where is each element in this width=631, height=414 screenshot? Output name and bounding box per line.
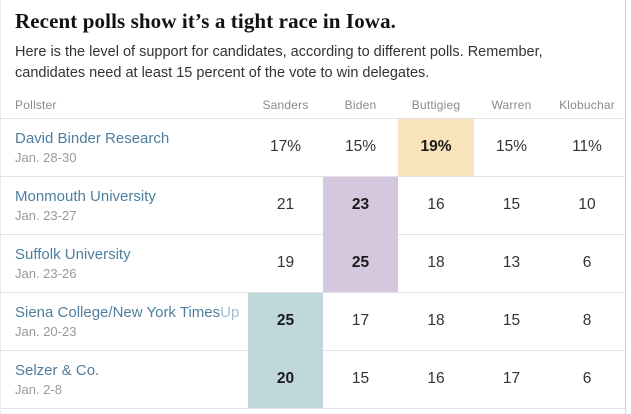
table-row-suffolk: Suffolk University Jan. 23-26 19 25 18 1…: [1, 233, 625, 292]
poll-value-sanders-leader: 25: [248, 291, 323, 350]
card-right-border: [625, 0, 626, 414]
poll-value-buttigieg: 16: [398, 349, 474, 408]
pollster-name: Suffolk University: [15, 245, 247, 264]
column-header-buttigieg: Buttigieg: [398, 92, 474, 119]
poll-value-warren: 15%: [474, 117, 549, 176]
pollster-cell: Selzer & Co. Jan. 2-8: [1, 349, 248, 408]
poll-value-buttigieg: 18: [398, 233, 474, 292]
poll-value-klobuchar: 10: [549, 175, 625, 234]
poll-date: Jan. 23-27: [15, 207, 77, 223]
chart-subtitle: Here is the level of support for candida…: [15, 42, 617, 84]
poll-value-sanders: 17%: [248, 117, 323, 176]
poll-date: Jan. 2-8: [15, 381, 62, 397]
pollster-name: David Binder Research: [15, 129, 247, 148]
poll-value-biden: 15%: [323, 117, 398, 176]
poll-value-buttigieg-leader: 19%: [398, 117, 474, 176]
poll-date: Jan. 20-23: [15, 323, 77, 339]
pollster-name-truncated: Up: [220, 303, 240, 321]
column-header-pollster: Pollster: [1, 92, 248, 119]
poll-value-biden-leader: 23: [323, 175, 398, 234]
poll-value-biden: 15: [323, 349, 398, 408]
poll-value-warren: 15: [474, 291, 549, 350]
poll-value-klobuchar: 11%: [549, 117, 625, 176]
pollster-name: Siena College/New York TimesUp: [15, 303, 247, 322]
poll-date: Jan. 28-30: [15, 149, 77, 165]
pollster-cell: Siena College/New York TimesUp Jan. 20-2…: [1, 291, 248, 350]
poll-value-warren: 15: [474, 175, 549, 234]
poll-value-biden-leader: 25: [323, 233, 398, 292]
poll-value-buttigieg: 18: [398, 291, 474, 350]
pollster-cell: Monmouth University Jan. 23-27: [1, 175, 248, 234]
column-header-biden: Biden: [323, 92, 398, 119]
poll-value-klobuchar: 6: [549, 233, 625, 292]
poll-value-warren: 17: [474, 349, 549, 408]
poll-value-sanders: 21: [248, 175, 323, 234]
pollster-link[interactable]: Suffolk University: [15, 245, 131, 263]
poll-value-klobuchar: 6: [549, 349, 625, 408]
table-header-row: Pollster Sanders Biden Buttigieg Warren …: [1, 92, 625, 119]
table-row-monmouth: Monmouth University Jan. 23-27 21 23 16 …: [1, 175, 625, 234]
poll-value-buttigieg: 16: [398, 175, 474, 234]
table-row-selzer: Selzer & Co. Jan. 2-8 20 15 16 17 6: [1, 349, 625, 408]
column-header-klobuchar: Klobuchar: [549, 92, 625, 119]
subtitle-line-2: candidates need at least 15 percent of t…: [15, 65, 430, 81]
subtitle-line-1: Here is the level of support for candida…: [15, 44, 543, 60]
polls-table: Pollster Sanders Biden Buttigieg Warren …: [1, 92, 625, 409]
pollster-link[interactable]: Siena College/New York Times: [15, 303, 221, 321]
pollster-name: Selzer & Co.: [15, 361, 247, 380]
poll-value-warren: 13: [474, 233, 549, 292]
pollster-cell: David Binder Research Jan. 28-30: [1, 117, 248, 176]
chart-title: Recent polls show it’s a tight race in I…: [15, 9, 397, 33]
poll-value-biden: 17: [323, 291, 398, 350]
poll-date: Jan. 23-26: [15, 265, 77, 281]
poll-value-sanders: 19: [248, 233, 323, 292]
poll-value-sanders-leader: 20: [248, 349, 323, 408]
column-header-warren: Warren: [474, 92, 549, 119]
pollster-cell: Suffolk University Jan. 23-26: [1, 233, 248, 292]
pollster-link[interactable]: David Binder Research: [15, 129, 170, 147]
pollster-link[interactable]: Monmouth University: [15, 187, 156, 205]
table-row-david-binder: David Binder Research Jan. 28-30 17% 15%…: [1, 117, 625, 176]
pollster-link[interactable]: Selzer & Co.: [15, 361, 100, 379]
table-row-siena: Siena College/New York TimesUp Jan. 20-2…: [1, 291, 625, 350]
column-header-sanders: Sanders: [248, 92, 323, 119]
poll-value-klobuchar: 8: [549, 291, 625, 350]
pollster-name: Monmouth University: [15, 187, 247, 206]
